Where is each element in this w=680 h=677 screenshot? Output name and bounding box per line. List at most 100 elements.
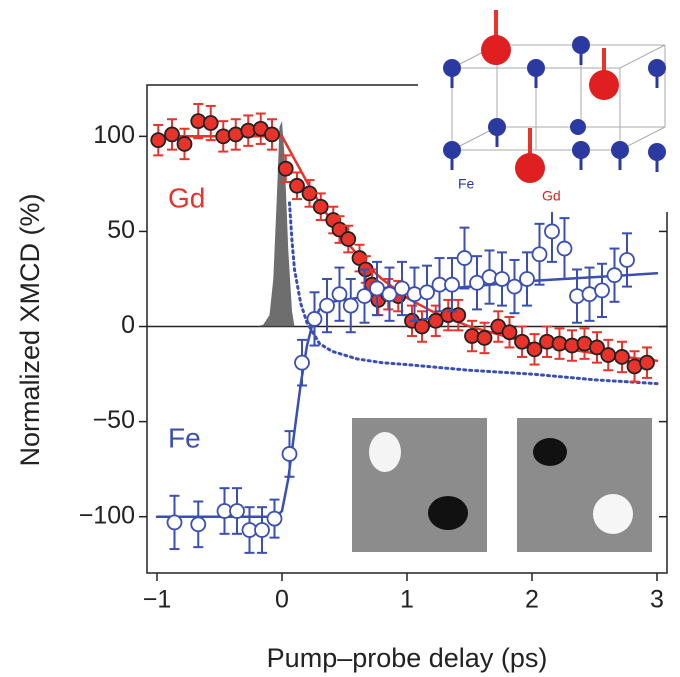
marker bbox=[294, 354, 310, 371]
x-tick-label: 3 bbox=[650, 586, 664, 614]
inset-fe-label: Fe bbox=[458, 176, 475, 192]
data-point bbox=[464, 319, 480, 353]
dark-domain bbox=[533, 438, 567, 466]
data-point bbox=[241, 506, 258, 554]
marker bbox=[164, 126, 180, 143]
data-point bbox=[277, 154, 294, 183]
data-point bbox=[164, 118, 180, 151]
marker bbox=[450, 307, 467, 324]
data-point bbox=[381, 266, 398, 322]
marker bbox=[166, 514, 183, 531]
data-point bbox=[419, 264, 435, 320]
data-point bbox=[526, 333, 543, 366]
data-point bbox=[266, 498, 283, 539]
data-point bbox=[414, 310, 430, 343]
marker bbox=[356, 288, 373, 304]
marker bbox=[444, 276, 460, 293]
data-point bbox=[551, 327, 568, 360]
marker bbox=[514, 333, 530, 350]
data-point bbox=[594, 262, 610, 319]
x-tick-label: 0 bbox=[275, 586, 289, 614]
marker bbox=[469, 274, 485, 291]
dark-domain bbox=[428, 496, 468, 530]
marker bbox=[594, 282, 610, 299]
xmcd-image bbox=[352, 418, 487, 552]
x-tick-label: 1 bbox=[400, 586, 414, 614]
y-axis-label: Normalized XMCD (%) bbox=[15, 193, 45, 466]
marker bbox=[589, 339, 605, 356]
marker bbox=[494, 271, 510, 287]
data-point bbox=[469, 255, 485, 311]
data-point bbox=[494, 251, 510, 307]
data-point bbox=[450, 298, 467, 332]
data-point bbox=[619, 232, 635, 288]
data-point bbox=[190, 103, 207, 140]
data-point bbox=[190, 500, 207, 549]
data-point bbox=[264, 118, 280, 151]
series-label: Fe bbox=[168, 422, 201, 453]
marker bbox=[419, 284, 435, 301]
data-point bbox=[589, 331, 605, 364]
data-point bbox=[356, 268, 373, 324]
marker bbox=[312, 198, 329, 215]
marker bbox=[319, 297, 335, 314]
marker bbox=[556, 240, 573, 257]
marker bbox=[369, 280, 385, 297]
data-point bbox=[519, 251, 535, 307]
data-point bbox=[252, 112, 269, 145]
marker bbox=[264, 126, 280, 143]
data-point bbox=[614, 340, 630, 374]
marker bbox=[190, 516, 207, 533]
data-point bbox=[342, 277, 359, 334]
domain-images bbox=[352, 418, 652, 552]
data-point bbox=[564, 329, 580, 362]
marker bbox=[639, 354, 655, 371]
data-point bbox=[639, 346, 655, 379]
marker bbox=[394, 280, 410, 297]
marker bbox=[606, 267, 623, 284]
data-point bbox=[166, 494, 183, 551]
marker bbox=[289, 177, 305, 194]
data-point bbox=[340, 224, 357, 254]
data-point bbox=[606, 247, 623, 303]
marker bbox=[427, 312, 444, 329]
data-point bbox=[254, 506, 270, 554]
data-point bbox=[319, 277, 335, 334]
marker bbox=[506, 278, 523, 295]
inset-background bbox=[418, 0, 680, 212]
data-point bbox=[444, 257, 460, 313]
inset-gd-label: Gd bbox=[542, 188, 561, 204]
data-point bbox=[569, 268, 585, 324]
data-point bbox=[531, 222, 548, 286]
marker bbox=[526, 341, 543, 358]
y-tick-label: 50 bbox=[107, 216, 135, 244]
marker bbox=[519, 271, 535, 287]
data-point bbox=[406, 266, 423, 322]
data-point bbox=[229, 487, 245, 535]
x-axis-label: Pump–probe delay (ps) bbox=[267, 643, 548, 673]
fit-line bbox=[288, 201, 659, 386]
data-point bbox=[501, 316, 518, 349]
marker bbox=[281, 446, 298, 462]
data-point bbox=[306, 291, 323, 347]
data-point bbox=[514, 325, 530, 358]
data-point bbox=[456, 226, 473, 290]
marker bbox=[306, 311, 323, 327]
marker bbox=[331, 286, 348, 303]
data-point bbox=[240, 114, 257, 147]
data-point bbox=[431, 257, 448, 313]
data-point bbox=[556, 217, 573, 280]
data-point bbox=[369, 260, 385, 317]
marker bbox=[254, 522, 270, 538]
marker bbox=[381, 286, 398, 303]
xmcd-image bbox=[517, 418, 652, 552]
data-point bbox=[581, 266, 598, 322]
bright-domain bbox=[369, 432, 401, 472]
marker bbox=[340, 231, 357, 247]
data-point bbox=[331, 266, 348, 322]
gd-atoms bbox=[481, 35, 619, 183]
y-tick-label: 0 bbox=[121, 311, 135, 339]
marker bbox=[342, 297, 359, 314]
marker bbox=[277, 160, 294, 177]
